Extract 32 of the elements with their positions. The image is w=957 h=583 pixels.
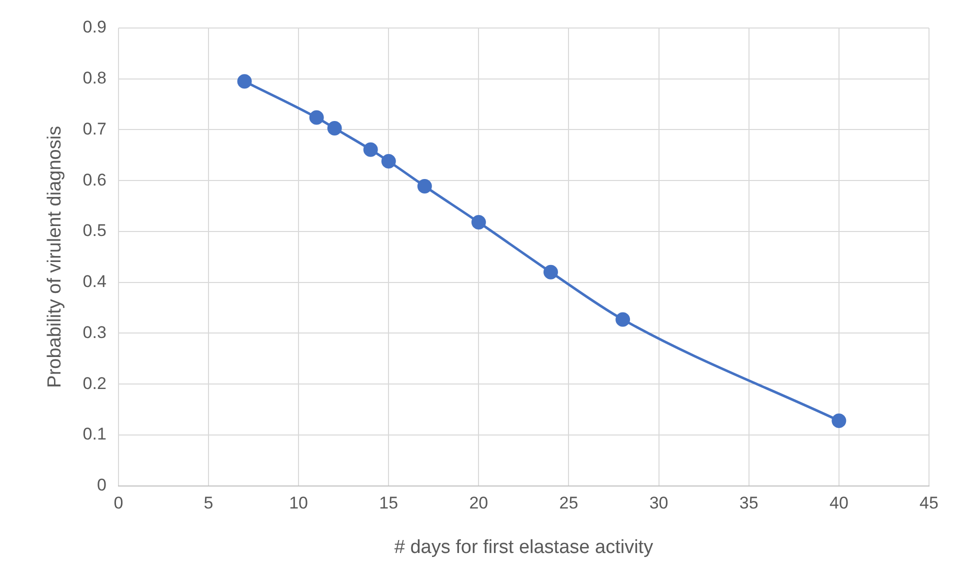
y-tick-label: 0.3 bbox=[82, 322, 106, 342]
y-tick-label: 0.8 bbox=[82, 68, 106, 88]
x-tick-label: 0 bbox=[114, 494, 124, 513]
y-tick-label: 0.5 bbox=[82, 221, 106, 240]
x-tick-label: 5 bbox=[204, 494, 214, 513]
x-tick-label: 35 bbox=[739, 494, 758, 513]
point bbox=[417, 178, 432, 194]
x-tick-label: 25 bbox=[559, 494, 578, 513]
y-axis-title: Probability of virulent diagnosis bbox=[44, 126, 66, 388]
point bbox=[363, 142, 378, 157]
point bbox=[237, 74, 252, 89]
point bbox=[309, 110, 324, 125]
y-tick-label: 0.7 bbox=[82, 119, 106, 138]
x-tick-label: 45 bbox=[920, 494, 938, 513]
x-tick-label: 40 bbox=[829, 494, 848, 513]
point bbox=[543, 264, 558, 280]
y-tick-label: 0.9 bbox=[82, 18, 106, 37]
y-tick-label: 0.4 bbox=[82, 272, 106, 292]
y-tick-label: 0 bbox=[96, 475, 106, 494]
point bbox=[616, 312, 630, 327]
point bbox=[381, 154, 396, 169]
point bbox=[327, 120, 342, 136]
x-axis-title: # days for first elastase activity bbox=[394, 536, 654, 558]
y-tick-label: 0.2 bbox=[82, 374, 106, 393]
y-tick-label: 0.1 bbox=[82, 424, 106, 444]
point bbox=[471, 215, 486, 230]
x-tick-label: 15 bbox=[379, 494, 398, 513]
point bbox=[832, 413, 846, 428]
y-tick-label: 0.6 bbox=[82, 170, 106, 190]
x-tick-label: 20 bbox=[469, 494, 488, 513]
x-tick-label: 30 bbox=[649, 494, 668, 513]
x-tick-label: 10 bbox=[289, 494, 308, 513]
